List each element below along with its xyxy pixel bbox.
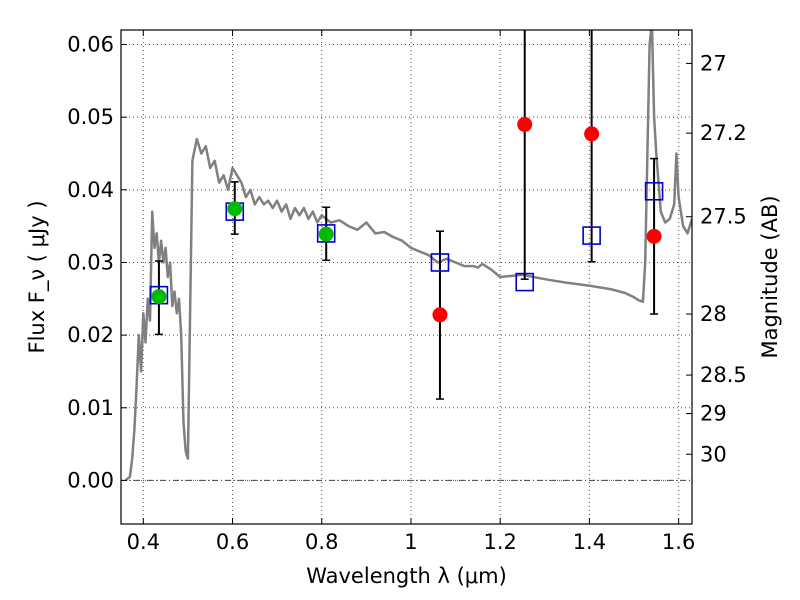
y-axis-ticks: 0.00 0.01 0.02 0.03 0.04 0.05 0.06 xyxy=(67,33,127,492)
x-axis-ticks: 0.4 0.6 0.8 1 1.2 1.4 1.6 xyxy=(127,30,695,554)
x-tick-label: 0.8 xyxy=(305,530,338,554)
observed-circle-marker xyxy=(584,126,600,142)
grid-lines xyxy=(121,30,692,524)
x-axis-label: Wavelength λ (μm) xyxy=(306,564,507,588)
y-tick-label: 0.01 xyxy=(67,396,114,420)
x-tick-label: 1.2 xyxy=(483,530,516,554)
right-axis-label: Magnitude (AB) xyxy=(758,195,782,358)
x-tick-label: 1.6 xyxy=(662,530,695,554)
plot-frame xyxy=(120,29,693,525)
observed-circle-marker xyxy=(151,289,167,305)
synthetic-square-marker xyxy=(316,224,336,243)
y-axis-label: Flux F_ν ( μJy ) xyxy=(25,200,50,353)
y-tick-label: 0.04 xyxy=(67,178,114,202)
observed-circle-marker xyxy=(646,228,662,244)
y-tick-label: 0.06 xyxy=(67,33,114,57)
model-line xyxy=(124,30,692,482)
right-tick-label: 29 xyxy=(700,402,727,426)
data-points xyxy=(149,116,664,323)
x-tick-label: 1.4 xyxy=(573,530,606,554)
observed-circle-marker xyxy=(227,201,243,217)
synthetic-square-marker xyxy=(582,226,601,245)
synthetic-square-marker xyxy=(515,272,535,292)
right-axis-ticks: 27 27.2 27.5 28 28.5 29 30 xyxy=(686,51,747,466)
y-tick-label: 0.05 xyxy=(67,105,114,129)
synthetic-square-marker xyxy=(644,181,664,201)
y-tick-label: 0.03 xyxy=(67,250,114,274)
observed-circle-marker xyxy=(432,307,448,323)
x-tick-label: 1 xyxy=(404,530,417,554)
model-spectrum xyxy=(124,30,692,482)
right-tick-label: 27.2 xyxy=(700,121,747,145)
x-tick-label: 0.4 xyxy=(127,530,160,554)
right-tick-label: 27.5 xyxy=(700,205,747,229)
right-tick-label: 28.5 xyxy=(700,363,747,387)
y-tick-label: 0.00 xyxy=(67,468,114,492)
observed-circle-marker xyxy=(517,116,533,132)
synthetic-square-marker xyxy=(430,253,450,272)
x-tick-label: 0.6 xyxy=(216,530,249,554)
y-tick-label: 0.02 xyxy=(67,323,114,347)
right-tick-label: 28 xyxy=(700,302,727,326)
observed-circle-marker xyxy=(318,226,334,242)
right-tick-label: 27 xyxy=(700,51,727,75)
right-tick-label: 30 xyxy=(700,442,727,466)
